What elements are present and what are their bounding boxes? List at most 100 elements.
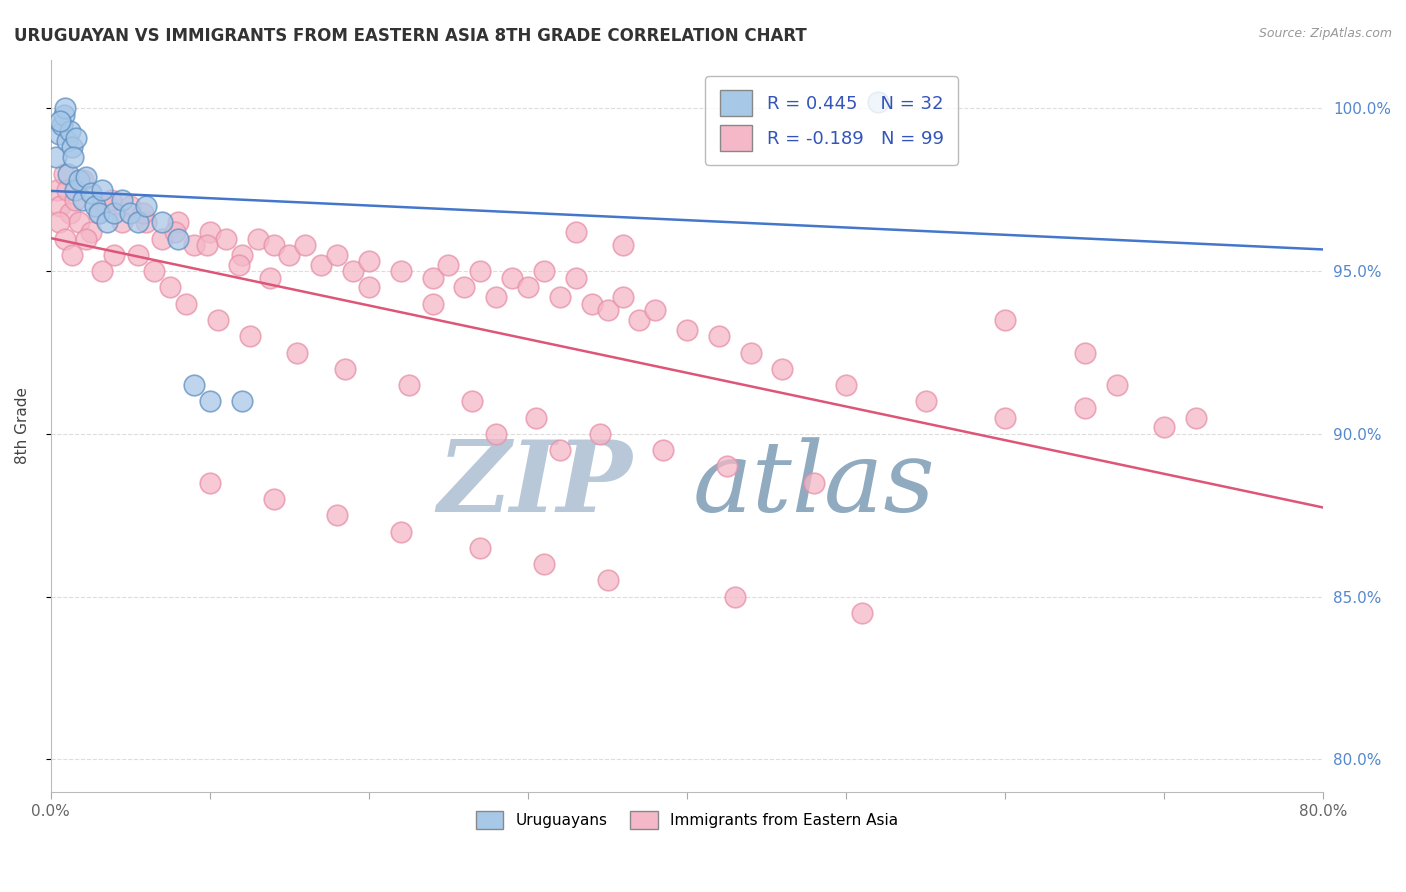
Point bbox=[309, 258, 332, 272]
Point bbox=[48, 128, 70, 142]
Point bbox=[294, 238, 316, 252]
Point bbox=[59, 124, 82, 138]
Point bbox=[652, 443, 675, 458]
Point bbox=[48, 215, 70, 229]
Point bbox=[60, 248, 83, 262]
Point bbox=[287, 345, 309, 359]
Text: atlas: atlas bbox=[693, 437, 935, 532]
Point bbox=[231, 248, 253, 262]
Point bbox=[524, 410, 547, 425]
Point bbox=[79, 186, 101, 200]
Point bbox=[163, 225, 186, 239]
Point bbox=[548, 290, 571, 304]
Point bbox=[183, 238, 205, 252]
Point bbox=[198, 225, 221, 239]
Point bbox=[53, 102, 76, 116]
Point bbox=[198, 394, 221, 409]
Point bbox=[53, 232, 76, 246]
Point bbox=[263, 238, 285, 252]
Point bbox=[533, 557, 555, 571]
Point bbox=[772, 361, 794, 376]
Point bbox=[1073, 345, 1095, 359]
Point bbox=[55, 183, 77, 197]
Point bbox=[835, 378, 858, 392]
Point bbox=[707, 329, 730, 343]
Point bbox=[485, 426, 508, 441]
Point bbox=[111, 215, 134, 229]
Legend: Uruguayans, Immigrants from Eastern Asia: Uruguayans, Immigrants from Eastern Asia bbox=[470, 805, 904, 836]
Point bbox=[581, 296, 603, 310]
Point bbox=[46, 183, 69, 197]
Point bbox=[52, 108, 75, 122]
Point bbox=[207, 313, 229, 327]
Point bbox=[150, 232, 173, 246]
Point bbox=[103, 205, 125, 219]
Point bbox=[150, 215, 173, 229]
Point bbox=[803, 475, 825, 490]
Point bbox=[596, 303, 619, 318]
Point bbox=[470, 264, 492, 278]
Point bbox=[914, 394, 936, 409]
Point bbox=[239, 329, 262, 343]
Point bbox=[167, 232, 190, 246]
Point bbox=[135, 215, 157, 229]
Point bbox=[62, 150, 84, 164]
Point bbox=[724, 590, 747, 604]
Point bbox=[259, 270, 281, 285]
Point bbox=[79, 225, 101, 239]
Text: ZIP: ZIP bbox=[437, 436, 631, 533]
Point bbox=[437, 258, 460, 272]
Point bbox=[231, 394, 253, 409]
Point bbox=[246, 232, 269, 246]
Point bbox=[740, 345, 762, 359]
Point bbox=[994, 313, 1017, 327]
Point bbox=[72, 173, 94, 187]
Point bbox=[1073, 401, 1095, 415]
Point bbox=[851, 606, 873, 620]
Point bbox=[90, 264, 112, 278]
Point bbox=[159, 280, 181, 294]
Point bbox=[1153, 420, 1175, 434]
Point bbox=[461, 394, 484, 409]
Point bbox=[1185, 410, 1208, 425]
Point bbox=[453, 280, 475, 294]
Point bbox=[183, 378, 205, 392]
Point bbox=[103, 248, 125, 262]
Point bbox=[326, 508, 349, 523]
Point bbox=[195, 238, 218, 252]
Point bbox=[75, 232, 97, 246]
Point bbox=[278, 248, 301, 262]
Point bbox=[357, 280, 380, 294]
Point bbox=[716, 459, 738, 474]
Point bbox=[398, 378, 420, 392]
Point bbox=[389, 264, 412, 278]
Point bbox=[84, 199, 107, 213]
Point bbox=[127, 215, 149, 229]
Point bbox=[866, 95, 889, 109]
Point bbox=[263, 491, 285, 506]
Point bbox=[65, 130, 87, 145]
Text: URUGUAYAN VS IMMIGRANTS FROM EASTERN ASIA 8TH GRADE CORRELATION CHART: URUGUAYAN VS IMMIGRANTS FROM EASTERN ASI… bbox=[14, 27, 807, 45]
Point bbox=[628, 313, 651, 327]
Point bbox=[69, 215, 91, 229]
Point bbox=[389, 524, 412, 539]
Point bbox=[90, 183, 112, 197]
Point bbox=[96, 215, 118, 229]
Point bbox=[485, 290, 508, 304]
Point bbox=[58, 167, 80, 181]
Point bbox=[72, 193, 94, 207]
Point bbox=[59, 205, 82, 219]
Point bbox=[120, 205, 142, 219]
Point bbox=[87, 205, 110, 219]
Point bbox=[60, 140, 83, 154]
Point bbox=[470, 541, 492, 555]
Point bbox=[49, 114, 72, 128]
Point bbox=[174, 296, 197, 310]
Point bbox=[644, 303, 666, 318]
Point bbox=[612, 290, 634, 304]
Point bbox=[63, 193, 86, 207]
Point bbox=[132, 205, 155, 219]
Point bbox=[135, 199, 157, 213]
Point bbox=[596, 574, 619, 588]
Point bbox=[63, 183, 86, 197]
